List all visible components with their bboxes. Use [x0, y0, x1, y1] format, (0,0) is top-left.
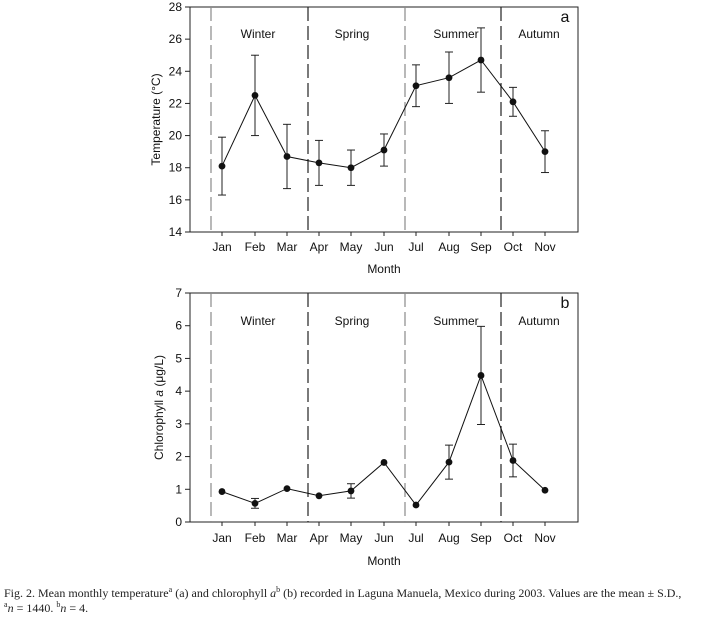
y-tick-label: 2	[175, 450, 182, 464]
y-tick-label: 22	[169, 96, 183, 110]
data-point	[315, 159, 323, 167]
x-tick-label: Sep	[470, 531, 492, 545]
caption-italic: n	[7, 601, 14, 615]
x-tick-label: Jan	[212, 531, 231, 545]
y-tick-label: 16	[169, 193, 183, 207]
y-tick-label: 6	[175, 319, 182, 333]
panel-letter: a	[561, 9, 570, 26]
data-point	[251, 499, 259, 507]
y-tick-label: 5	[175, 351, 182, 365]
x-tick-label: Jul	[408, 531, 423, 545]
figure-caption: Fig. 2. Mean monthly temperaturea (a) an…	[4, 586, 720, 616]
data-point	[218, 488, 226, 495]
data-point	[412, 82, 420, 90]
x-tick-label: Jan	[212, 240, 231, 254]
caption-italic: n	[60, 601, 67, 615]
x-tick-label: Oct	[504, 531, 523, 545]
data-point	[541, 148, 549, 156]
data-point	[218, 162, 226, 170]
season-label: Winter	[241, 27, 276, 41]
x-axis-title: Month	[367, 554, 400, 568]
x-tick-label: Feb	[245, 531, 266, 545]
x-tick-label: Apr	[310, 531, 329, 545]
x-tick-label: Feb	[245, 240, 266, 254]
series-line	[221, 373, 546, 506]
x-tick-label: Oct	[504, 240, 523, 254]
y-tick-label: 0	[175, 515, 182, 529]
data-point	[380, 146, 388, 154]
x-tick-label: Jul	[408, 240, 423, 254]
caption-sup: b	[56, 600, 61, 609]
x-tick-label: Sep	[470, 240, 492, 254]
caption-text: (a) and chlorophyll	[172, 586, 271, 600]
data-point	[445, 458, 453, 466]
season-label: Autumn	[518, 27, 559, 41]
y-tick-label: 20	[169, 129, 183, 143]
data-point	[251, 91, 259, 99]
y-axis-title-part: (μg/L)	[152, 355, 166, 390]
season-label: Summer	[433, 27, 478, 41]
x-tick-label: Jun	[374, 531, 393, 545]
y-tick-label: 18	[169, 161, 183, 175]
x-tick-label: Nov	[534, 531, 555, 545]
data-point	[445, 74, 453, 82]
x-tick-label: Mar	[277, 240, 298, 254]
x-tick-label: Aug	[438, 240, 459, 254]
y-axis-title: Temperature (°C)	[149, 73, 163, 165]
data-point	[477, 372, 485, 379]
y-tick-label: 3	[175, 417, 182, 431]
caption-text: (b) recorded in Laguna Manuela, Mexico d…	[280, 586, 682, 600]
caption-text: = 1440.	[13, 601, 57, 615]
panel-letter: b	[561, 295, 570, 312]
caption-sup: a	[168, 585, 173, 594]
y-tick-label: 26	[169, 32, 183, 46]
y-tick-label: 14	[169, 225, 183, 239]
season-label: Summer	[433, 314, 478, 328]
data-point	[477, 56, 485, 64]
y-tick-label: 24	[169, 64, 183, 78]
y-axis-title-italic: a	[152, 390, 166, 397]
y-axis-title: Chlorophyll a (μg/L)	[152, 355, 166, 460]
data-point	[509, 98, 517, 106]
caption-sup: a	[4, 600, 8, 609]
x-axis-title: Month	[367, 262, 400, 276]
caption-italic: a	[270, 586, 277, 600]
y-axis-title-part: Chlorophyll	[152, 397, 166, 460]
x-tick-label: May	[340, 240, 363, 254]
x-tick-label: Apr	[310, 240, 329, 254]
data-point	[347, 164, 355, 172]
season-label: Winter	[241, 314, 276, 328]
data-point	[541, 486, 549, 494]
x-tick-label: Aug	[438, 531, 459, 545]
data-point	[283, 153, 291, 160]
x-tick-label: Mar	[277, 531, 298, 545]
data-point	[347, 487, 355, 495]
x-tick-label: May	[340, 531, 363, 545]
caption-text: = 4.	[66, 601, 89, 615]
x-tick-label: Jun	[374, 240, 393, 254]
data-point	[509, 457, 517, 464]
y-tick-label: 7	[175, 286, 182, 300]
y-tick-label: 28	[169, 0, 183, 14]
data-point	[315, 492, 323, 500]
data-point	[380, 459, 388, 466]
caption-text: Fig. 2. Mean monthly temperature	[4, 586, 169, 600]
season-label: Spring	[335, 314, 370, 328]
data-point	[283, 485, 291, 493]
y-tick-label: 1	[175, 482, 182, 496]
caption-sup: b	[276, 585, 281, 594]
season-label: Spring	[335, 27, 370, 41]
data-point	[412, 501, 420, 509]
x-tick-label: Nov	[534, 240, 555, 254]
season-label: Autumn	[518, 314, 559, 328]
y-tick-label: 4	[175, 384, 182, 398]
